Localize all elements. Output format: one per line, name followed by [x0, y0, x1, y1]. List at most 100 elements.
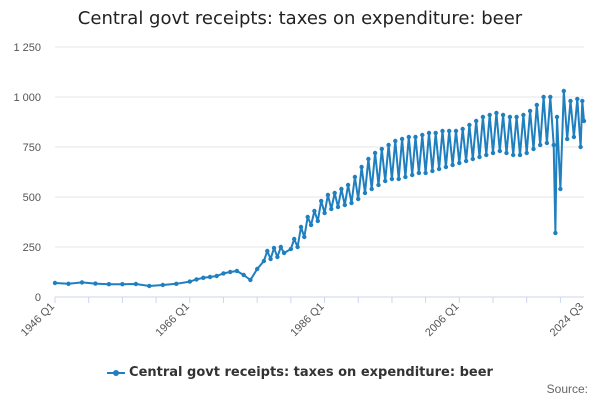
data-point: [538, 142, 543, 148]
data-point: [359, 164, 364, 170]
data-point: [470, 156, 475, 162]
data-point: [511, 152, 516, 158]
data-point: [308, 222, 314, 228]
data-point: [335, 204, 341, 210]
data-point: [241, 272, 246, 278]
x-tick-label: 1966 Q1: [154, 301, 192, 339]
data-point: [504, 150, 509, 156]
data-point: [329, 206, 334, 212]
data-point: [383, 178, 388, 184]
data-point: [332, 190, 337, 196]
data-point: [194, 277, 199, 282]
data-point: [268, 256, 273, 262]
data-point: [160, 282, 165, 288]
data-point: [534, 102, 539, 108]
data-point: [228, 269, 233, 275]
data-point: [345, 182, 351, 188]
data-point: [255, 266, 260, 272]
data-point: [440, 128, 445, 134]
data-point: [312, 208, 317, 214]
y-tick-label: 1 000: [13, 92, 41, 104]
x-tick-label: 2006 Q1: [423, 301, 461, 339]
data-point: [288, 246, 294, 252]
data-point: [386, 142, 391, 148]
data-point: [406, 134, 411, 140]
data-point: [319, 198, 324, 204]
data-point: [484, 152, 489, 158]
data-point: [147, 283, 152, 289]
x-tick-label: 2024 Q3: [548, 301, 586, 339]
x-tick-label: 1986 Q1: [288, 301, 326, 339]
data-point: [497, 148, 502, 154]
data-point: [423, 170, 428, 176]
series-layer: [52, 88, 587, 289]
data-point: [265, 248, 270, 254]
data-point: [221, 271, 226, 276]
data-point: [207, 274, 213, 280]
data-point: [389, 176, 395, 182]
data-point: [554, 114, 560, 120]
data-point: [410, 172, 415, 178]
data-point: [575, 96, 580, 102]
legend[interactable]: Central govt receipts: taxes on expendit…: [0, 365, 600, 380]
legend-label: Central govt receipts: taxes on expendit…: [129, 365, 493, 380]
data-point: [436, 166, 442, 172]
data-point: [261, 258, 267, 264]
data-point: [322, 210, 327, 216]
data-point: [352, 174, 358, 180]
data-point: [393, 138, 398, 144]
data-point: [201, 275, 206, 280]
series-line: [54, 90, 585, 287]
data-point: [271, 245, 277, 251]
data-point: [487, 112, 492, 118]
y-tick-label: 500: [23, 192, 41, 204]
data-point: [174, 281, 179, 286]
y-tick-label: 750: [23, 142, 41, 154]
data-point: [443, 164, 449, 170]
data-point: [416, 170, 422, 176]
data-point: [315, 218, 320, 224]
data-point: [571, 134, 577, 140]
data-point: [565, 136, 570, 142]
data-point: [544, 140, 550, 146]
y-tick-label: 0: [35, 292, 41, 304]
data-point: [366, 156, 371, 162]
data-point: [524, 150, 529, 156]
data-point: [187, 279, 192, 284]
data-point: [325, 192, 331, 198]
grid-lines: [55, 46, 584, 248]
data-point: [433, 130, 438, 136]
data-point: [292, 236, 297, 242]
data-point: [379, 146, 384, 152]
data-point: [52, 280, 58, 286]
data-point: [578, 144, 583, 150]
data-point: [426, 130, 432, 136]
credits[interactable]: Source:: [546, 382, 588, 396]
data-point: [430, 168, 435, 174]
data-point: [342, 202, 347, 208]
data-point: [133, 281, 139, 287]
data-point: [66, 281, 71, 286]
data-point: [413, 134, 418, 140]
data-point: [558, 186, 563, 192]
data-point: [106, 282, 112, 287]
data-point: [339, 186, 344, 192]
data-point: [302, 234, 307, 240]
data-point: [281, 250, 287, 256]
data-point: [581, 118, 587, 124]
data-point: [500, 112, 506, 118]
data-point: [527, 108, 533, 114]
data-point: [460, 126, 465, 132]
x-axis: 1946 Q1 1966 Q1 1986 Q1 2006 Q1 2024 Q3: [19, 296, 586, 339]
data-point: [234, 268, 240, 274]
data-point: [305, 214, 310, 220]
data-point: [275, 254, 280, 260]
data-point: [420, 132, 425, 138]
data-point: [474, 118, 479, 124]
data-point: [376, 182, 381, 188]
data-point: [521, 112, 526, 118]
data-point: [295, 244, 300, 250]
data-point: [548, 94, 553, 100]
